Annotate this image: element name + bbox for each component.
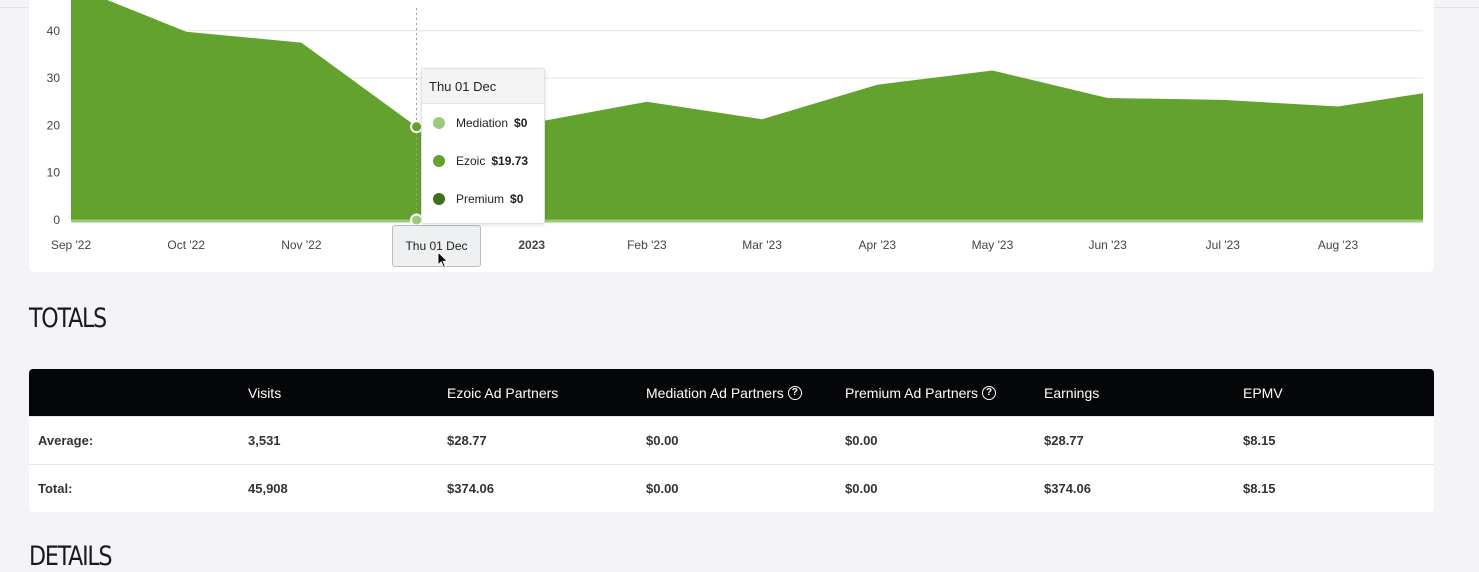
column-header-label: Premium Ad Partners — [845, 384, 979, 401]
column-header-visits: Visits — [248, 384, 282, 401]
column-header-mediation: Mediation Ad Partners ? — [646, 369, 802, 416]
tooltip-row-ezoic: Ezoic $19.73 — [422, 142, 544, 180]
y-tick-label: 0 — [53, 213, 60, 227]
x-tick-label: Sep '22 — [51, 238, 92, 252]
tooltip-label: Mediation — [456, 116, 509, 130]
x-tick-label: Apr '23 — [858, 238, 896, 252]
tooltip-row-mediation: Mediation $0 — [422, 104, 544, 142]
hover-x-label: Thu 01 Dec — [392, 225, 481, 267]
tooltip-row-premium: Premium $0 — [422, 180, 544, 218]
x-tick-label: Jun '23 — [1088, 238, 1127, 252]
table-cell: $8.15 — [1243, 433, 1276, 448]
mediation-dot-icon — [433, 117, 445, 129]
details-title: DETAILS — [29, 541, 113, 572]
table-row: Average: 3,531 $28.77 $0.00 $0.00 $28.77… — [29, 416, 1434, 464]
x-tick-label: Feb '23 — [627, 238, 667, 252]
area-series-ezoic — [71, 0, 1423, 220]
table-cell: $8.15 — [1243, 481, 1276, 496]
column-header-premium: Premium Ad Partners ? — [845, 369, 997, 416]
table-cell: $0.00 — [646, 433, 679, 448]
tooltip-label: Ezoic — [456, 154, 486, 168]
tooltip-value: $19.73 — [491, 154, 529, 168]
y-tick-label: 30 — [47, 71, 61, 85]
ezoic-dot-icon — [433, 155, 445, 167]
x-tick-label: Mar '23 — [742, 238, 782, 252]
table-cell: $28.77 — [447, 433, 487, 448]
totals-table: Visits Ezoic Ad Partners Mediation Ad Pa… — [29, 369, 1434, 512]
tooltip-value: $0 — [514, 116, 528, 130]
totals-title: TOTALS — [29, 303, 107, 334]
row-label: Average: — [38, 433, 94, 448]
x-tick-label: Jul '23 — [1206, 238, 1241, 252]
table-cell: $28.77 — [1044, 433, 1084, 448]
table-row: Total: 45,908 $374.06 $0.00 $0.00 $374.0… — [29, 464, 1434, 512]
y-tick-label: 20 — [47, 118, 61, 132]
x-tick-label: Oct '22 — [167, 238, 205, 252]
table-cell: $374.06 — [447, 481, 494, 496]
y-tick-label: 40 — [47, 24, 61, 38]
table-cell: $0.00 — [646, 481, 679, 496]
table-cell: $0.00 — [845, 481, 878, 496]
x-tick-label: 2023 — [518, 238, 545, 252]
table-cell: 3,531 — [248, 433, 281, 448]
x-tick-label: Nov '22 — [281, 238, 322, 252]
tooltip-label: Premium — [456, 192, 505, 206]
tooltip-value: $0 — [510, 192, 524, 206]
mouse-pointer-icon — [437, 251, 449, 269]
table-cell: $374.06 — [1044, 481, 1091, 496]
tooltip-title: Thu 01 Dec — [422, 69, 544, 104]
column-header-earnings: Earnings — [1044, 384, 1100, 401]
table-cell: 45,908 — [248, 481, 288, 496]
earnings-area-chart[interactable]: 0 10 20 30 40 Sep '22 Oct '22 Nov '22 2023 Feb '… — [29, 0, 1434, 272]
help-icon[interactable]: ? — [982, 385, 997, 400]
earnings-chart-card: 0 10 20 30 40 Sep '22 Oct '22 Nov '22 2023 Feb '… — [29, 0, 1434, 272]
column-header-epmv: EPMV — [1243, 384, 1283, 401]
column-header-ezoic: Ezoic Ad Partners — [447, 384, 559, 401]
x-tick-label: Aug '23 — [1318, 238, 1359, 252]
table-cell: $0.00 — [845, 433, 878, 448]
chart-tooltip: Thu 01 Dec Mediation $0 Ezoic $19.73 Pre… — [421, 68, 545, 224]
table-header-row: Visits Ezoic Ad Partners Mediation Ad Pa… — [29, 369, 1434, 416]
x-tick-label: May '23 — [972, 238, 1014, 252]
help-icon[interactable]: ? — [787, 385, 802, 400]
column-header-label: Mediation Ad Partners — [646, 384, 784, 401]
premium-dot-icon — [433, 193, 445, 205]
y-tick-label: 10 — [47, 166, 61, 180]
row-label: Total: — [38, 481, 73, 496]
